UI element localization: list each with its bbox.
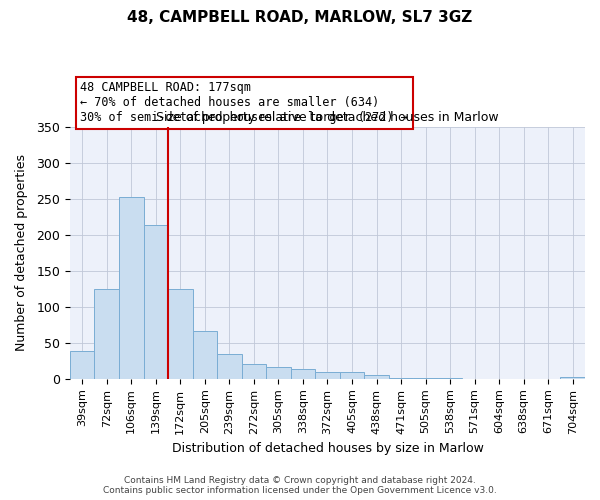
Bar (290, 370, 315, 379)
Y-axis label: Number of detached properties: Number of detached properties (15, 154, 28, 352)
Bar (168, 289, 193, 379)
Bar (94, 289, 119, 379)
Text: 48 CAMPBELL ROAD: 177sqm
← 70% of detached houses are smaller (634)
30% of semi-: 48 CAMPBELL ROAD: 177sqm ← 70% of detach… (80, 82, 408, 124)
Bar (266, 368, 290, 379)
Bar (193, 330, 217, 379)
Bar (413, 378, 438, 379)
Bar (143, 226, 168, 379)
Bar (340, 372, 364, 379)
Bar (364, 375, 389, 379)
Bar (438, 378, 463, 379)
Text: Contains HM Land Registry data © Crown copyright and database right 2024.
Contai: Contains HM Land Registry data © Crown c… (103, 476, 497, 495)
Text: 48, CAMPBELL ROAD, MARLOW, SL7 3GZ: 48, CAMPBELL ROAD, MARLOW, SL7 3GZ (127, 10, 473, 25)
Bar (389, 378, 413, 379)
Bar (315, 372, 340, 379)
Bar (70, 352, 94, 379)
Title: Size of property relative to detached houses in Marlow: Size of property relative to detached ho… (156, 112, 499, 124)
Bar (560, 376, 585, 379)
Bar (217, 354, 242, 379)
X-axis label: Distribution of detached houses by size in Marlow: Distribution of detached houses by size … (172, 442, 484, 455)
Bar (119, 198, 143, 379)
Bar (242, 364, 266, 379)
